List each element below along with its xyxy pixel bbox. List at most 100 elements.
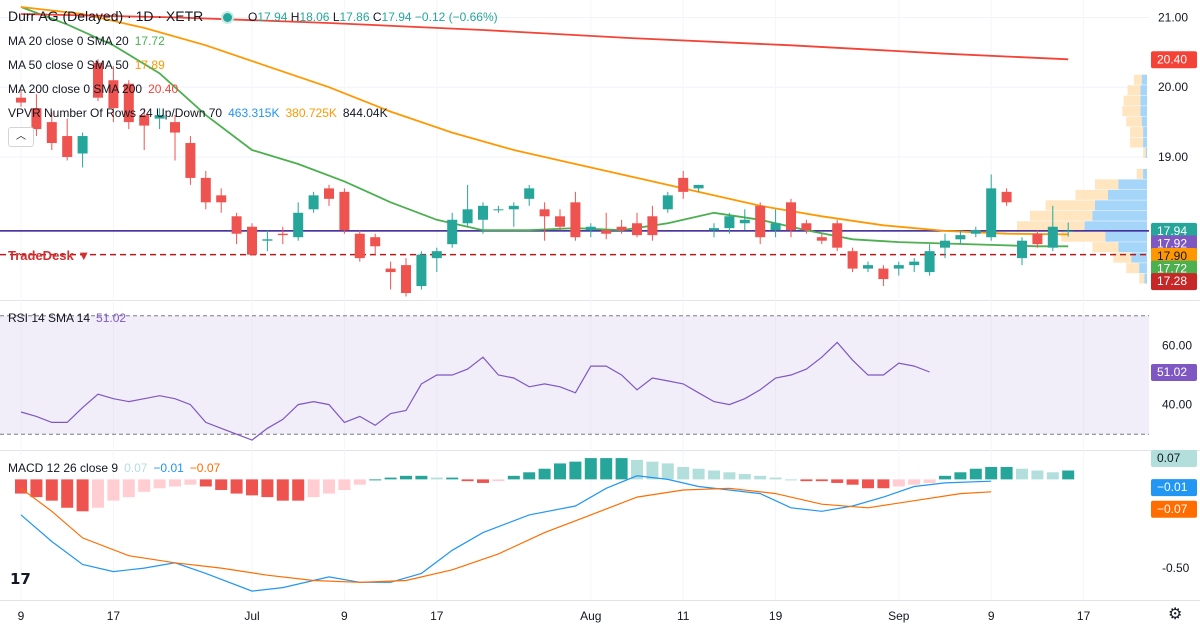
- candle-body[interactable]: [139, 115, 150, 126]
- candle-body[interactable]: [46, 122, 57, 144]
- legend-vpvr[interactable]: VPVR Number Of Rows 24 Up/Down 70 463.315…: [8, 106, 388, 120]
- candle-body[interactable]: [878, 268, 889, 280]
- candle-body[interactable]: [924, 251, 935, 273]
- candle-body[interactable]: [216, 195, 227, 203]
- candle-body[interactable]: [231, 216, 242, 234]
- candle-body[interactable]: [539, 209, 550, 217]
- candle-body[interactable]: [955, 235, 966, 240]
- candle-body[interactable]: [247, 226, 257, 255]
- legend-ma50[interactable]: MA 50 close 0 SMA 50 17.89: [8, 58, 165, 72]
- macd-histogram-bar: [122, 479, 135, 498]
- candle-body[interactable]: [1047, 226, 1058, 248]
- candle-body[interactable]: [16, 97, 26, 103]
- candle-body[interactable]: [339, 191, 350, 231]
- candle-body[interactable]: [170, 122, 180, 133]
- candle-body[interactable]: [601, 230, 612, 234]
- candle-body[interactable]: [940, 240, 950, 248]
- legend-collapse-button[interactable]: ︿: [8, 127, 34, 147]
- candle-body[interactable]: [293, 212, 304, 238]
- close-value: 17.94: [381, 10, 412, 24]
- candle-body[interactable]: [693, 184, 704, 189]
- candle-body[interactable]: [385, 268, 396, 273]
- macd-histogram-bar: [1062, 470, 1075, 480]
- legend-ma20[interactable]: MA 20 close 0 SMA 20 17.72: [8, 34, 165, 48]
- candle-body[interactable]: [277, 233, 288, 236]
- price-tick-label: 21.00: [1158, 10, 1188, 24]
- candle-body[interactable]: [970, 230, 981, 234]
- candle-body[interactable]: [262, 239, 273, 241]
- candle-body[interactable]: [816, 237, 827, 241]
- symbol-title[interactable]: Durr AG (Delayed) · 1D · XETR: [8, 8, 204, 24]
- macd-histogram-bar: [1046, 472, 1059, 480]
- gear-icon[interactable]: ⚙: [1168, 606, 1183, 623]
- candle-body[interactable]: [647, 216, 658, 236]
- candle-body[interactable]: [863, 265, 873, 269]
- candle-body[interactable]: [555, 216, 565, 227]
- candle-body[interactable]: [31, 108, 42, 130]
- candle-body[interactable]: [154, 115, 165, 119]
- candle-body[interactable]: [524, 188, 535, 199]
- candle-body[interactable]: [324, 188, 334, 199]
- candle-body[interactable]: [724, 216, 735, 229]
- candle-body[interactable]: [678, 177, 689, 192]
- candle-body[interactable]: [123, 83, 134, 123]
- candle-body[interactable]: [478, 205, 488, 220]
- candle-body[interactable]: [739, 219, 750, 224]
- candle-body[interactable]: [200, 177, 211, 203]
- candle-body[interactable]: [801, 223, 812, 231]
- candle-body[interactable]: [847, 251, 858, 269]
- candle-body[interactable]: [632, 223, 642, 236]
- macd-histogram-bar: [400, 475, 412, 480]
- candle-body[interactable]: [1032, 233, 1043, 245]
- candle-body[interactable]: [755, 205, 766, 238]
- candle-body[interactable]: [354, 233, 365, 259]
- legend-ma200[interactable]: MA 200 close 0 SMA 200 20.40: [8, 82, 178, 96]
- legend-ma200-label: MA 200 close 0 SMA 200: [8, 82, 143, 96]
- close-label: C: [372, 10, 382, 24]
- macd-histogram-bar: [584, 458, 597, 480]
- candle-body[interactable]: [1063, 230, 1074, 232]
- candle-body[interactable]: [893, 265, 904, 269]
- candle-body[interactable]: [986, 188, 997, 238]
- candle-body[interactable]: [616, 226, 627, 231]
- candle-body[interactable]: [431, 251, 442, 259]
- candle-body[interactable]: [662, 195, 673, 210]
- tradingview-logo-icon[interactable]: 𝟭𝟳: [10, 571, 31, 588]
- candle-body[interactable]: [1017, 240, 1027, 259]
- candle-body[interactable]: [77, 136, 88, 154]
- candle-body[interactable]: [462, 209, 473, 224]
- candle-body[interactable]: [447, 219, 458, 245]
- candle-body[interactable]: [570, 202, 581, 238]
- candle-body[interactable]: [185, 143, 196, 178]
- candle-body[interactable]: [909, 261, 920, 266]
- tradedesk-label[interactable]: TradeDesk ▼: [8, 248, 91, 263]
- candle-body[interactable]: [585, 226, 596, 231]
- candle-body[interactable]: [308, 195, 319, 210]
- candle-body[interactable]: [832, 223, 843, 248]
- candle-body[interactable]: [62, 136, 73, 157]
- high-value: 18.06: [299, 10, 330, 24]
- legend-macd-macd: −0.01: [153, 461, 184, 475]
- candle-body[interactable]: [1001, 191, 1012, 203]
- macd-histogram-bar: [908, 479, 921, 485]
- macd-histogram-bar: [661, 463, 674, 480]
- time-tick-label: Sep: [888, 609, 910, 623]
- candle-body[interactable]: [416, 254, 427, 287]
- legend-rsi[interactable]: RSI 14 SMA 14 51.02: [8, 311, 126, 325]
- price-axis-label-1: 17.94: [1157, 224, 1187, 238]
- candle-body[interactable]: [709, 228, 719, 231]
- legend-ma20-value: 17.72: [134, 34, 165, 48]
- candle-body[interactable]: [786, 202, 796, 231]
- candle-body[interactable]: [401, 265, 411, 294]
- legend-macd[interactable]: MACD 12 26 close 9 0.07 −0.01 −0.07: [8, 461, 220, 475]
- candle-body[interactable]: [370, 237, 381, 247]
- macd-histogram-bar: [199, 479, 212, 487]
- candle-body[interactable]: [93, 62, 103, 98]
- candle-body[interactable]: [508, 205, 519, 210]
- candle-body[interactable]: [493, 209, 504, 211]
- macd-histogram-bar: [323, 479, 335, 494]
- candle-body[interactable]: [770, 223, 781, 231]
- candle-body[interactable]: [108, 80, 119, 109]
- vpvr-row-up: [1131, 252, 1147, 263]
